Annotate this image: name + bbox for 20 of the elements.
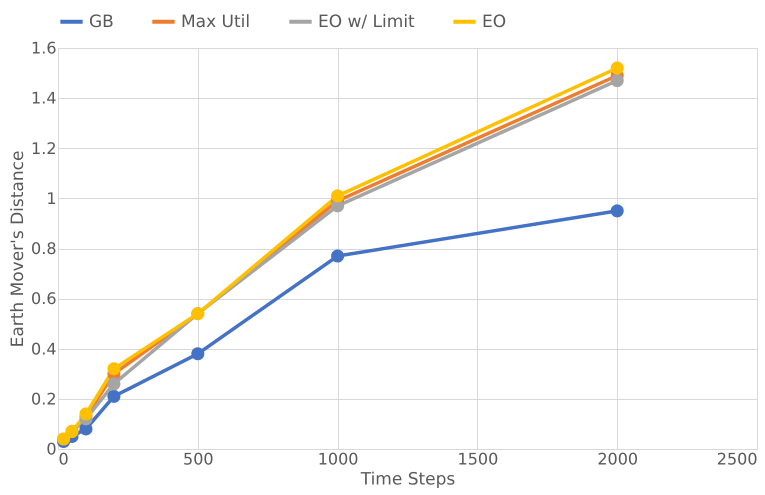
x-tick-label: 2000 bbox=[597, 450, 638, 468]
y-tick-label: 1.2 bbox=[31, 138, 56, 158]
x-tick-label: 1500 bbox=[458, 450, 498, 468]
legend-label: GB bbox=[89, 12, 114, 32]
x-tick-label: 1000 bbox=[318, 450, 358, 468]
x-tick-label: 500 bbox=[183, 450, 214, 468]
legend-label: EO w/ Limit bbox=[318, 12, 416, 32]
y-tick-label: 0.8 bbox=[31, 239, 56, 258]
legend-label: Max Util bbox=[181, 12, 250, 32]
y-tick-label: 0.2 bbox=[31, 389, 56, 408]
legend-label: EO bbox=[482, 12, 506, 32]
x-tick-label: 0 bbox=[58, 450, 69, 468]
y-axis-title: Earth Mover's Distance bbox=[8, 150, 28, 348]
x-tick-label: 2500 bbox=[716, 450, 758, 468]
y-tick-label: 1 bbox=[46, 188, 56, 208]
y-tick-label: 0.4 bbox=[31, 339, 56, 358]
x-axis-title: Time Steps bbox=[360, 470, 456, 490]
y-tick-label: 0.6 bbox=[31, 289, 56, 308]
y-tick-label: 1.6 bbox=[31, 38, 56, 58]
y-tick-label: 1.4 bbox=[31, 88, 56, 108]
